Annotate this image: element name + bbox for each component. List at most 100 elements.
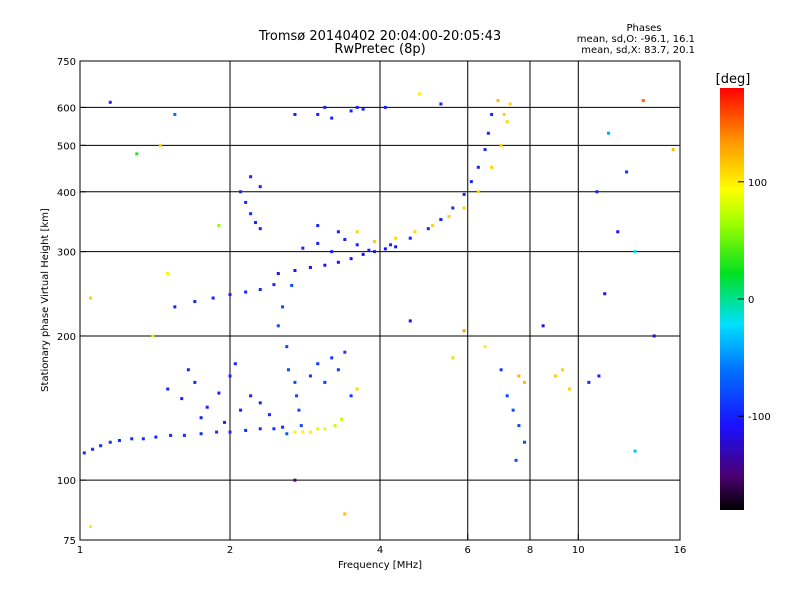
- data-point: [117, 439, 121, 443]
- data-point: [451, 206, 455, 210]
- data-point: [633, 250, 637, 254]
- data-point: [253, 221, 257, 225]
- x-tick-label: 6: [465, 545, 471, 556]
- data-point: [293, 430, 297, 434]
- data-point: [499, 143, 503, 147]
- data-point: [239, 190, 243, 194]
- x-tick-label: 1: [77, 545, 83, 556]
- data-point: [290, 283, 294, 287]
- data-point: [469, 180, 473, 184]
- data-point: [361, 107, 365, 111]
- data-point: [239, 408, 243, 412]
- data-point: [483, 345, 487, 349]
- x-axis: 1 2 4 6 8 10 16: [77, 534, 686, 556]
- data-point: [505, 120, 509, 124]
- data-point: [293, 112, 297, 116]
- data-point: [166, 387, 170, 391]
- data-point: [244, 290, 248, 294]
- data-point: [652, 334, 656, 338]
- data-point: [281, 425, 285, 429]
- data-point: [323, 427, 327, 431]
- colorbar-tick-label: 0: [748, 295, 754, 306]
- data-point: [476, 190, 480, 194]
- data-point: [108, 100, 112, 104]
- x-tick-label: 2: [227, 545, 233, 556]
- data-point: [272, 283, 276, 287]
- data-point: [394, 236, 398, 240]
- data-point: [301, 246, 305, 250]
- data-point: [431, 224, 435, 228]
- data-point: [323, 105, 327, 109]
- y-tick-label: 200: [57, 332, 76, 343]
- data-point: [308, 374, 312, 378]
- data-point: [625, 170, 629, 174]
- data-point: [349, 109, 353, 113]
- data-point: [541, 324, 545, 328]
- data-point: [89, 525, 93, 529]
- data-point: [483, 148, 487, 152]
- data-point: [215, 430, 219, 434]
- data-point: [508, 102, 512, 106]
- data-point: [451, 356, 455, 360]
- data-point: [336, 368, 340, 372]
- data-point: [355, 387, 359, 391]
- data-point: [340, 417, 344, 421]
- data-point: [330, 116, 334, 120]
- phase-info-line2: mean, sd,X: 83.7, 20.1: [581, 45, 695, 56]
- data-point: [355, 243, 359, 247]
- y-tick-label: 400: [57, 188, 76, 199]
- data-point: [330, 250, 334, 254]
- data-point: [199, 432, 203, 436]
- data-point: [417, 92, 421, 96]
- data-point: [490, 112, 494, 116]
- data-point: [297, 408, 301, 412]
- phase-info-line1: mean, sd,O: -96.1, 16.1: [577, 34, 695, 45]
- colorbar-label: [deg]: [716, 72, 751, 87]
- data-point: [336, 230, 340, 234]
- data-point: [276, 272, 280, 276]
- data-point: [173, 305, 177, 309]
- data-point: [258, 427, 262, 431]
- data-point: [462, 206, 466, 210]
- data-point: [514, 458, 518, 462]
- data-point: [205, 405, 209, 409]
- data-point: [233, 362, 237, 366]
- data-point: [199, 416, 203, 420]
- grid-lines: [80, 61, 680, 540]
- data-point: [135, 152, 139, 156]
- data-point: [151, 334, 155, 338]
- data-point: [355, 230, 359, 234]
- data-point: [99, 444, 103, 448]
- y-tick-label: 750: [57, 57, 76, 68]
- data-point: [293, 268, 297, 272]
- data-point: [316, 427, 320, 431]
- data-point: [343, 512, 347, 516]
- data-point: [244, 200, 248, 204]
- data-point: [336, 260, 340, 264]
- y-tick-label: 100: [57, 476, 76, 487]
- data-point: [439, 102, 443, 106]
- data-point: [462, 329, 466, 333]
- data-point: [180, 397, 184, 401]
- data-point: [223, 420, 227, 424]
- data-point: [511, 408, 515, 412]
- y-tick-label: 600: [57, 103, 76, 114]
- data-point: [258, 401, 262, 405]
- data-point: [130, 437, 134, 441]
- data-point: [499, 368, 503, 372]
- data-point: [211, 296, 215, 300]
- data-point: [217, 391, 221, 395]
- data-point: [276, 324, 280, 328]
- data-point: [285, 345, 289, 349]
- data-point: [281, 305, 285, 309]
- data-point: [426, 227, 430, 231]
- data-point: [316, 362, 320, 366]
- data-point: [249, 212, 253, 216]
- data-point: [373, 239, 377, 243]
- data-point: [517, 424, 521, 428]
- x-tick-label: 4: [377, 545, 383, 556]
- data-point: [383, 247, 387, 251]
- data-point: [505, 394, 509, 398]
- data-point: [169, 433, 173, 437]
